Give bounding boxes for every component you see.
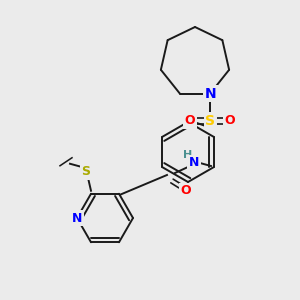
Text: O: O	[181, 184, 191, 197]
Text: S: S	[82, 165, 91, 178]
Text: N: N	[72, 212, 82, 224]
Text: O: O	[225, 114, 236, 127]
Text: S: S	[205, 113, 215, 128]
Text: N: N	[204, 86, 216, 100]
Text: H: H	[183, 150, 193, 160]
Text: N: N	[189, 157, 199, 169]
Text: O: O	[185, 114, 196, 127]
